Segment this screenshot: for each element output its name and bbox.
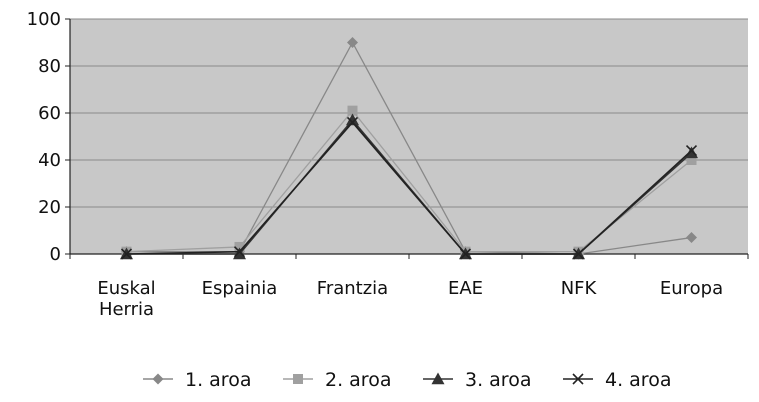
x-tick-label-line: Frantzia xyxy=(317,278,388,299)
data-point xyxy=(685,146,698,159)
series xyxy=(120,116,698,260)
data-point xyxy=(572,248,585,260)
legend-label: 4. aroa xyxy=(605,369,671,391)
data-point xyxy=(686,232,697,244)
plot-area xyxy=(70,19,748,254)
legend-item: 1. aroa xyxy=(143,369,251,391)
legend-label: 1. aroa xyxy=(185,369,251,391)
data-point xyxy=(233,247,246,260)
y-tick-labels: 0 20 40 60 80 100 xyxy=(27,9,61,265)
data-point xyxy=(347,37,358,48)
x-tick-label-line: Euskal xyxy=(97,278,155,299)
legend-marker xyxy=(293,374,303,384)
data-point xyxy=(234,241,245,252)
series-lines xyxy=(120,37,698,260)
gridlines xyxy=(70,18,748,208)
x-tick-label-line: Espainia xyxy=(202,278,278,299)
plot-background xyxy=(70,19,748,254)
legend-marker xyxy=(152,373,164,385)
legend: 1. aroa 2. aroa 3. aroa 4. aroa xyxy=(143,369,671,391)
x-tick-label-line: NFK xyxy=(561,278,598,299)
legend-item: 4. aroa xyxy=(563,369,671,391)
x-tick-label: Frantzia xyxy=(317,278,388,299)
x-tick-label: EAE xyxy=(448,278,483,299)
x-tick-label: Euskal Herria xyxy=(97,278,155,320)
data-point xyxy=(233,246,246,258)
x-tick-label: Europa xyxy=(660,278,723,299)
y-tick-label: 0 xyxy=(50,244,61,265)
x-tick-label: NFK xyxy=(561,278,598,299)
data-point xyxy=(120,248,133,260)
y-tick-label: 100 xyxy=(27,9,61,30)
data-point xyxy=(346,116,359,128)
legend-marker xyxy=(431,372,445,385)
x-tick-label: Espainia xyxy=(202,278,278,299)
y-tick-label: 60 xyxy=(38,103,61,124)
data-point xyxy=(459,248,472,260)
legend-label: 3. aroa xyxy=(465,369,531,391)
legend-marker xyxy=(572,373,584,385)
legend-label: 2. aroa xyxy=(325,369,391,391)
x-tick-label-line: Europa xyxy=(660,278,723,299)
data-point xyxy=(347,105,358,116)
y-tick-label: 80 xyxy=(38,56,61,77)
legend-item: 3. aroa xyxy=(423,369,531,391)
y-tick-label: 20 xyxy=(38,197,61,218)
data-point xyxy=(686,155,697,165)
series-line xyxy=(126,121,693,255)
data-point xyxy=(346,113,359,126)
data-point xyxy=(685,145,698,157)
x-tick-labels: Euskal Herria Espainia Frantzia EAE NFK Europa xyxy=(97,278,723,320)
x-tick-label-line: Herria xyxy=(99,299,154,320)
x-tick-label-line: EAE xyxy=(448,278,483,299)
y-tick-label: 40 xyxy=(38,150,61,171)
legend-item: 2. aroa xyxy=(283,369,391,391)
